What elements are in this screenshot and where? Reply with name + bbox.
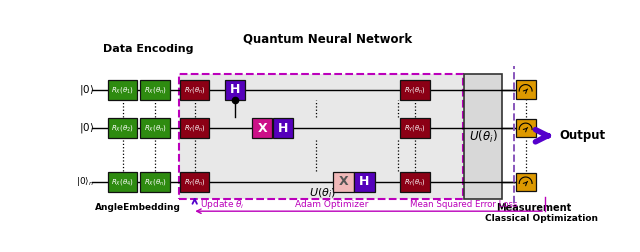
Text: $U(\theta_i)$: $U(\theta_i)$	[309, 187, 336, 200]
Text: $R_Y(\theta_n)$: $R_Y(\theta_n)$	[404, 123, 426, 133]
FancyBboxPatch shape	[108, 172, 138, 192]
Text: $|0\rangle$: $|0\rangle$	[79, 83, 95, 97]
FancyBboxPatch shape	[252, 118, 272, 138]
Text: AngleEmbedding: AngleEmbedding	[95, 203, 181, 212]
Text: $R_X(\theta_2)$: $R_X(\theta_2)$	[111, 123, 134, 133]
Text: Mean Squared Error Loss: Mean Squared Error Loss	[410, 200, 517, 209]
Text: $R_X(\theta_n)$: $R_X(\theta_n)$	[144, 123, 166, 133]
FancyBboxPatch shape	[180, 118, 209, 138]
FancyBboxPatch shape	[400, 80, 429, 100]
Text: $U(\theta_i)$: $U(\theta_i)$	[469, 129, 498, 145]
Text: Data Encoding: Data Encoding	[103, 44, 193, 54]
Text: Measurement: Measurement	[496, 203, 571, 213]
FancyBboxPatch shape	[333, 172, 353, 192]
FancyBboxPatch shape	[465, 74, 502, 199]
Text: $R_X(\theta_n)$: $R_X(\theta_n)$	[144, 84, 166, 94]
Text: $R_Y(\theta_n)$: $R_Y(\theta_n)$	[184, 123, 205, 133]
Text: Adam Optimizer: Adam Optimizer	[295, 200, 369, 209]
FancyBboxPatch shape	[180, 80, 209, 100]
FancyBboxPatch shape	[140, 172, 170, 192]
FancyBboxPatch shape	[225, 80, 245, 100]
Text: $R_X(\theta_1)$: $R_X(\theta_1)$	[111, 84, 134, 94]
Text: $R_Y(\theta_n)$: $R_Y(\theta_n)$	[404, 177, 426, 187]
Text: X: X	[339, 175, 348, 188]
Text: Quantum Neural Network: Quantum Neural Network	[243, 33, 413, 46]
FancyBboxPatch shape	[400, 172, 429, 192]
Text: H: H	[230, 83, 240, 96]
Text: $|0\rangle_n$: $|0\rangle_n$	[76, 175, 93, 188]
FancyBboxPatch shape	[180, 172, 209, 192]
Text: H: H	[359, 175, 370, 188]
FancyBboxPatch shape	[516, 80, 536, 99]
Text: H: H	[278, 121, 288, 135]
Text: $R_Y(\theta_n)$: $R_Y(\theta_n)$	[184, 84, 205, 94]
FancyBboxPatch shape	[140, 118, 170, 138]
Text: Update $\theta_i$: Update $\theta_i$	[200, 198, 245, 211]
FancyBboxPatch shape	[355, 172, 374, 192]
FancyBboxPatch shape	[108, 118, 138, 138]
FancyBboxPatch shape	[516, 119, 536, 137]
Text: $R_Y(\theta_n)$: $R_Y(\theta_n)$	[404, 84, 426, 94]
Text: X: X	[257, 121, 267, 135]
Text: $|0\rangle$: $|0\rangle$	[79, 121, 95, 135]
FancyBboxPatch shape	[179, 74, 463, 199]
FancyBboxPatch shape	[400, 118, 429, 138]
FancyBboxPatch shape	[108, 80, 138, 100]
Text: Output: Output	[559, 129, 605, 142]
FancyBboxPatch shape	[273, 118, 293, 138]
Text: Classical Optimization: Classical Optimization	[484, 214, 598, 223]
FancyBboxPatch shape	[140, 80, 170, 100]
Text: $R_Y(\theta_n)$: $R_Y(\theta_n)$	[184, 177, 205, 187]
Text: $R_X(\theta_4)$: $R_X(\theta_4)$	[111, 177, 134, 187]
FancyBboxPatch shape	[516, 173, 536, 191]
Text: $R_X(\theta_n)$: $R_X(\theta_n)$	[144, 177, 166, 187]
